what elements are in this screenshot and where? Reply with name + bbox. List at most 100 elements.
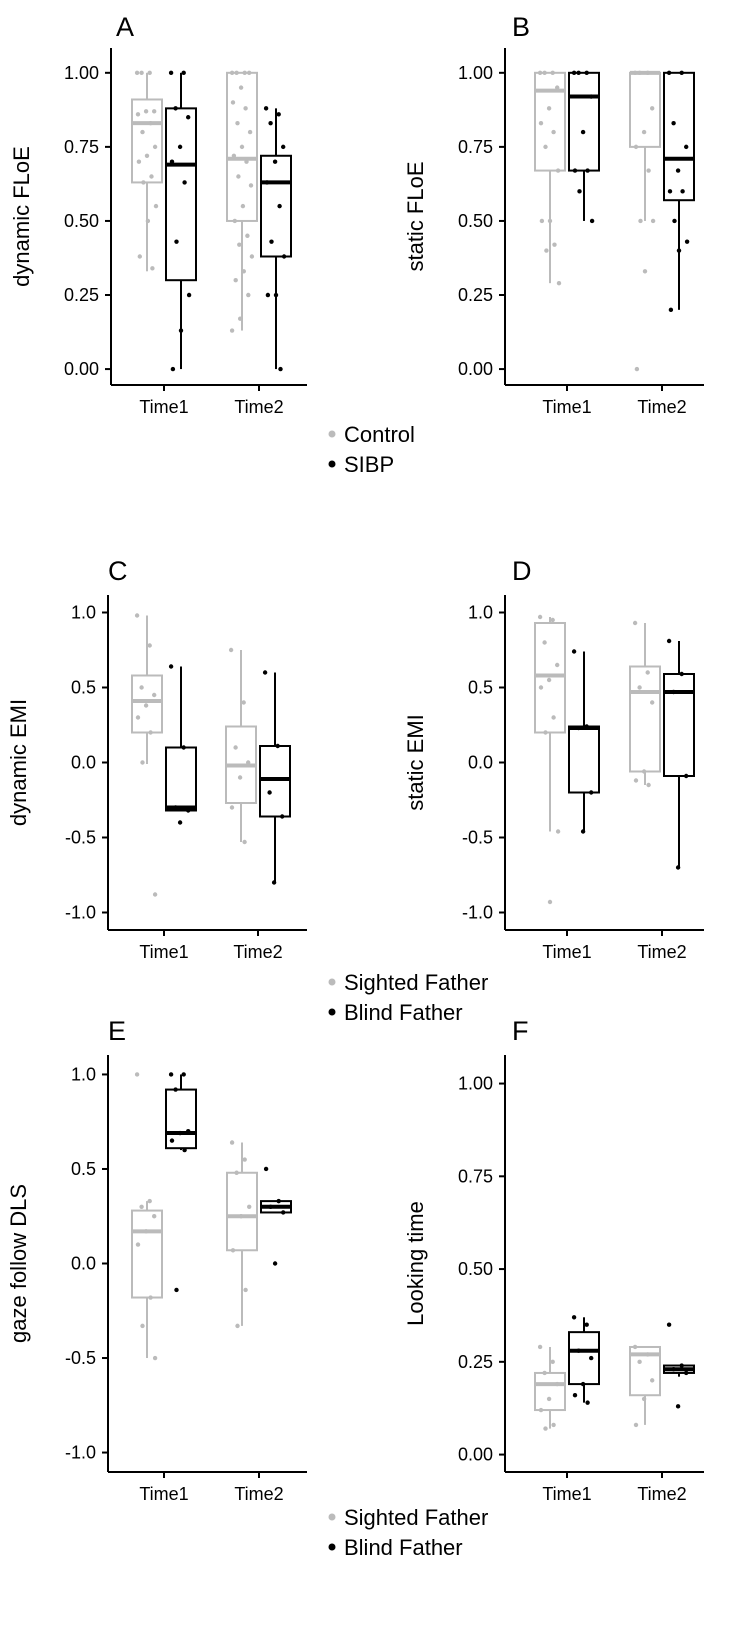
box-iqr [534,622,566,734]
data-point [139,685,144,690]
data-point [168,664,174,669]
y-tick-label: 1.00 [458,1074,493,1094]
data-point [263,1166,269,1172]
data-point [280,814,285,819]
data-point [547,899,553,905]
data-point [238,1214,244,1219]
y-axis-title: static EMI [403,714,428,811]
data-point [552,242,557,247]
box-group1-time2 [226,1140,258,1329]
y-tick-label: 0.75 [64,137,99,157]
data-point [271,880,277,885]
box-group2-time2 [663,638,695,870]
box-group2-time1 [165,664,197,825]
data-point [235,120,240,126]
y-tick-label: 1.0 [468,603,493,623]
data-point [150,266,155,271]
data-point [148,730,153,735]
box-group2-time2 [260,1166,292,1266]
data-point [546,677,552,683]
x-tick-label: Time2 [637,397,686,417]
y-tick-label: -1.0 [65,1443,96,1463]
data-point [174,1287,179,1293]
data-point [173,1087,178,1092]
data-point [546,1396,552,1402]
data-point [148,120,153,126]
data-point [555,1381,560,1387]
data-point [242,839,247,845]
x-tick-label: Time1 [139,397,188,417]
x-tick-label: Time1 [542,942,591,962]
data-point [268,120,273,126]
data-point [245,233,250,238]
y-tick-label: 0.00 [458,359,493,379]
box-iqr [534,1371,566,1412]
data-point [633,1422,639,1428]
box-iqr [165,107,197,282]
data-point [684,239,690,244]
data-point [580,829,586,834]
box-group1-time1 [131,70,163,272]
data-point [233,277,238,283]
data-point [633,778,639,783]
data-point [230,1248,236,1253]
data-point [637,1359,642,1365]
box-group1-time2 [629,70,661,372]
data-point [152,1355,158,1361]
box-iqr [663,71,695,202]
box-group2-time1 [165,70,197,372]
legend-marker [328,1513,336,1521]
data-point [235,1323,240,1329]
data-point [240,203,246,209]
data-point [233,745,238,750]
y-tick-label: 1.0 [71,603,96,623]
y-tick-label: 0.00 [64,359,99,379]
data-point [242,70,247,76]
data-point [589,218,595,224]
data-point [668,307,674,313]
panel-letter: C [108,556,128,586]
data-point [145,218,151,224]
data-point [232,218,237,224]
legend: Control SIBP [328,422,415,477]
data-point [538,1407,544,1413]
data-point [671,1367,676,1372]
data-point [642,269,648,274]
data-point [281,144,286,150]
y-tick-label: 1.00 [64,63,99,83]
data-point [181,70,186,76]
data-point [247,1204,252,1209]
data-point [675,168,681,173]
data-point [229,70,235,76]
box-iqr [629,1345,661,1397]
box-iqr [568,1331,600,1386]
data-point [237,775,243,780]
data-point [170,366,176,372]
y-tick-label: 0.0 [71,753,96,773]
data-point [267,790,272,795]
y-tick-label: 1.0 [71,1064,96,1084]
y-tick-label: 0.0 [71,1254,96,1274]
data-point [641,1396,647,1402]
data-point [228,647,234,653]
box-group1-time2 [629,620,661,788]
data-point [229,1140,235,1145]
data-point [585,1400,590,1405]
data-point [143,1229,149,1234]
data-point [571,649,577,654]
data-point [236,174,241,179]
box-group1-time2 [226,70,258,333]
data-point [576,70,581,76]
data-point [135,112,141,117]
data-point [239,144,245,150]
data-point [537,614,543,620]
data-point [645,70,650,76]
y-tick-label: 0.5 [468,678,493,698]
legend: Sighted Father Blind Father [328,1505,488,1560]
y-tick-label: -0.5 [65,1348,96,1368]
data-point [641,129,647,135]
data-point [576,725,581,731]
data-point [556,280,562,286]
data-point [238,316,243,321]
y-tick-label: 0.50 [458,211,493,231]
